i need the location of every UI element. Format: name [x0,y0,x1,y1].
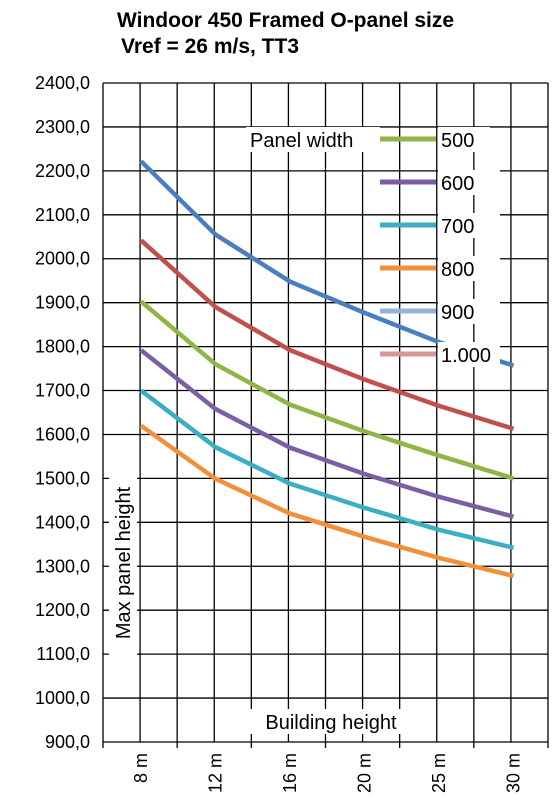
y-axis-title: Max panel height [109,463,137,663]
y-tick-label: 1500,0 [35,468,90,488]
x-axis-tick-labels: 8 m 12 m 16 m 20 m 25 m 30 m [131,753,524,793]
y-tick-label: 1100,0 [36,644,90,664]
x-tick-label: 12 m [206,753,226,793]
legend: Panel width 500 600 700 800 900 1.000 [246,127,500,367]
series-line-800 [139,423,515,579]
legend-label-bg [438,256,500,281]
y-tick-label: 1000,0 [35,688,90,708]
series-line-1.000 [139,238,515,431]
legend-label-bg [438,213,500,238]
y-tick-label: 1300,0 [35,556,90,576]
x-axis-title: Building height [245,709,416,734]
y-tick-label: 1600,0 [35,424,90,444]
series-line-600 [139,348,515,519]
y-axis-title-text: Max panel height [113,486,135,639]
y-tick-label: 1900,0 [35,293,90,313]
y-axis-title-bg [109,463,137,663]
legend-label-bg [438,299,500,324]
y-tick-label: 900,0 [45,732,90,752]
legend-title-bg [246,127,380,152]
legend-label-bg [438,342,500,367]
legend-label-700: 700 [441,216,474,238]
legend-label-800: 800 [441,259,474,281]
y-tick-label: 1800,0 [35,337,90,357]
y-tick-label: 2100,0 [35,205,90,225]
legend-label-1.000: 1.000 [441,345,491,367]
y-tick-label: 1700,0 [35,381,90,401]
y-axis-tick-labels: 900,0 1000,0 1100,0 1200,0 1300,0 1400,0 1500,… [35,73,90,752]
x-axis-title-bg [245,709,416,734]
x-axis-title-text: Building height [265,712,397,734]
y-tick-label: 2200,0 [35,161,90,181]
legend-label-bg [438,170,500,195]
legend-label-bg [438,127,490,152]
legend-title: Panel width [250,130,353,152]
x-tick-label: 25 m [429,753,449,793]
chart-title-line-1: Windoor 450 Framed O-panel size [117,9,454,32]
y-tick-label: 1400,0 [35,512,90,532]
x-tick-label: 8 m [131,753,151,783]
legend-label-900: 900 [441,302,474,324]
y-tick-label: 1200,0 [35,600,90,620]
series-line-500 [139,299,515,481]
x-tick-label: 20 m [355,753,375,793]
legend-label-500: 500 [441,130,474,152]
y-tick-label: 2400,0 [35,73,90,93]
chart-title-line-2: Vref = 26 m/s, TT3 [121,35,299,58]
series-line-700 [139,388,515,551]
legend-label-600: 600 [441,173,474,195]
y-tick-label: 2000,0 [35,249,90,269]
x-tick-label: 16 m [280,753,300,793]
x-tick-label: 30 m [504,753,524,793]
y-tick-label: 2300,0 [35,117,90,137]
